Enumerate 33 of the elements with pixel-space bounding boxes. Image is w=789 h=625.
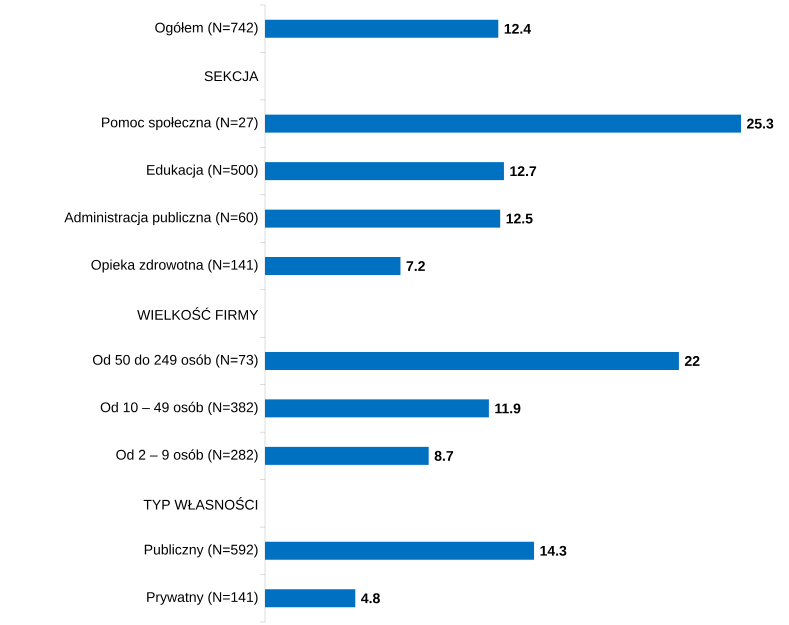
- data-label: 8.7: [434, 450, 454, 461]
- data-label: 12.5: [506, 214, 533, 224]
- y-tick-label: Od 50 do 249 osób (N=73): [92, 354, 258, 368]
- data-label: 4.8: [361, 593, 380, 604]
- data-label: 12.4: [504, 24, 532, 34]
- bar: [265, 352, 679, 370]
- y-tick-label: Opieka zdrowotna (N=141): [91, 260, 258, 273]
- y-tick-label: Publiczny (N=592): [144, 544, 258, 558]
- y-tick-label: Administracja publiczna (N=60): [64, 212, 258, 226]
- y-tick-label: SEKCJA: [204, 71, 258, 82]
- y-tick-label: Od 10 – 49 osób (N=382): [100, 402, 258, 416]
- data-label: 14.3: [540, 546, 566, 556]
- data-label: 7.2: [406, 261, 425, 271]
- data-label: 22: [684, 356, 700, 366]
- y-tick-label: WIELKOŚĆ FIRMY: [137, 307, 258, 320]
- y-tick-label: Edukacja (N=500): [147, 164, 258, 178]
- y-tick-label: TYP WŁASNOŚCI: [144, 496, 258, 510]
- bar: [265, 542, 534, 560]
- y-tick-label: Prywatny (N=141): [147, 592, 258, 605]
- data-label: 12.7: [510, 166, 536, 176]
- bar: [265, 210, 500, 228]
- bar: [265, 162, 504, 180]
- bar: [265, 589, 356, 608]
- data-label: 25.3: [747, 118, 774, 129]
- y-tick-label: Pomoc społeczna (N=27): [102, 117, 258, 130]
- bar: [265, 20, 498, 38]
- y-tick-label: Ogółem (N=742): [155, 22, 258, 36]
- bar: [265, 446, 429, 465]
- bar: [265, 399, 489, 418]
- bar: [265, 114, 742, 133]
- bar: [265, 257, 400, 276]
- data-label: 11.9: [495, 403, 520, 414]
- y-tick-label: Od 2 – 9 osób (N=282): [116, 449, 258, 462]
